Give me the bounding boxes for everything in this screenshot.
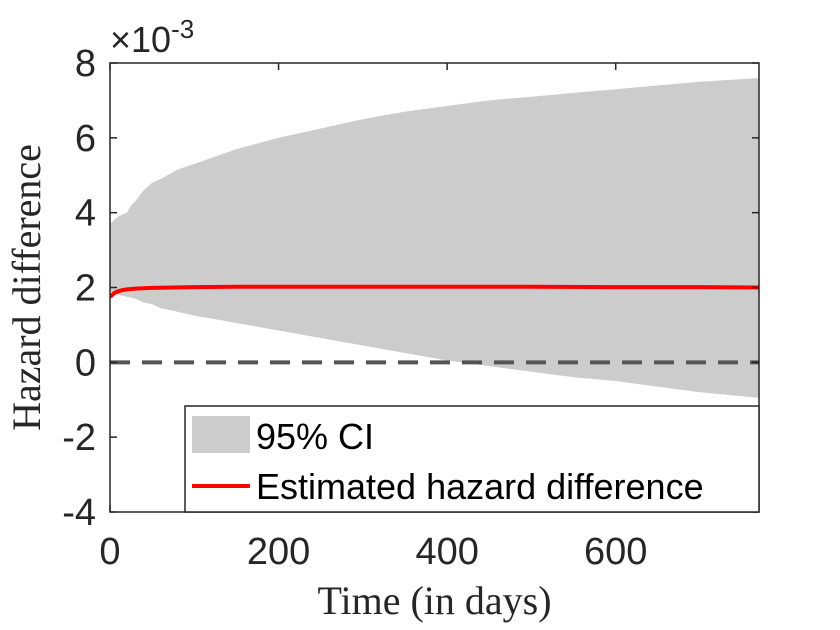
x-tick-label: 200 (247, 531, 310, 573)
y-tick-label: 0 (75, 342, 96, 384)
y-tick-label: -4 (62, 492, 96, 534)
legend-swatch-ci (192, 416, 250, 453)
y-exponent-label: ×10-3 (110, 14, 194, 60)
y-tick-label: -2 (62, 417, 96, 459)
x-tick-label: 0 (99, 531, 120, 573)
x-tick-label: 400 (415, 531, 478, 573)
legend-label-ci: 95% CI (256, 416, 374, 457)
x-tick-label: 600 (584, 531, 647, 573)
y-tick-label: 6 (75, 118, 96, 160)
y-tick-label: 4 (75, 193, 96, 235)
ci-band (110, 78, 759, 398)
legend-box (184, 405, 760, 513)
plot-content (110, 78, 759, 398)
y-tick-label: 2 (75, 268, 96, 310)
y-tick-label: 8 (75, 43, 96, 85)
legend-label-estimate: Estimated hazard difference (256, 466, 704, 507)
x-axis-title: Time (in days) (317, 578, 551, 623)
estimated-hazard-line (110, 284, 759, 299)
y-axis-title: Hazard difference (4, 144, 49, 431)
